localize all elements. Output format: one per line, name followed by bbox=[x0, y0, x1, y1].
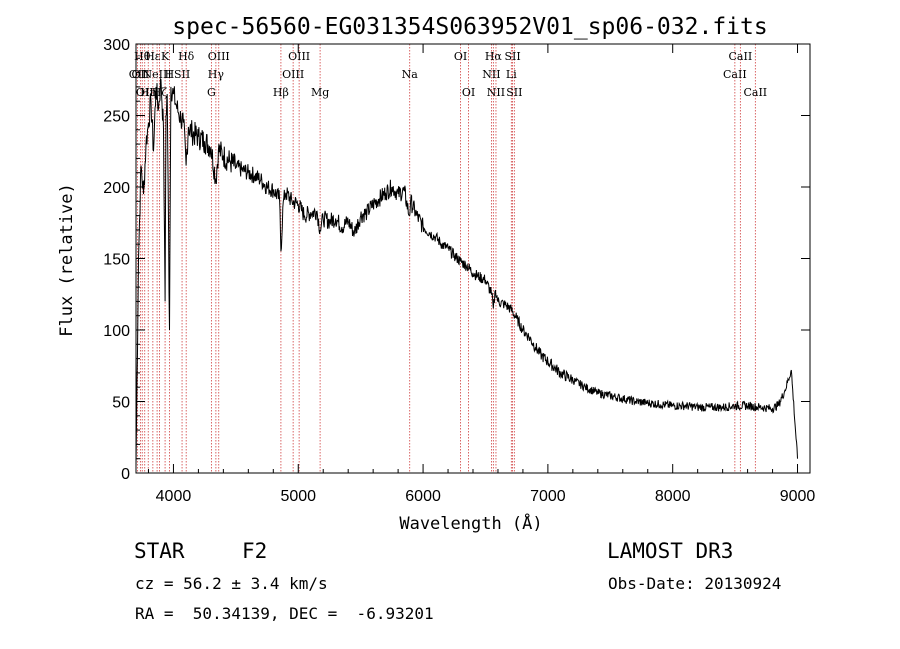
chart-title: spec-56560-EG031354S063952V01_sp06-032.f… bbox=[172, 14, 767, 40]
line-label-18: Mg bbox=[311, 86, 329, 99]
line-label-19: Na bbox=[402, 68, 419, 81]
plot-frame bbox=[135, 43, 811, 474]
y-tick-label-4: 200 bbox=[103, 180, 130, 197]
line-label-8: K bbox=[161, 50, 170, 63]
line-label-5: Hε bbox=[145, 50, 161, 63]
line-label-9: H bbox=[165, 68, 175, 81]
obs-date: Obs-Date: 20130924 bbox=[608, 574, 782, 593]
line-label-15: Hβ bbox=[273, 86, 289, 99]
line-label-22: NII bbox=[482, 68, 500, 81]
x-axis-ticks: 4000 5000 6000 7000 8000 9000 bbox=[147, 44, 816, 505]
x-tick-label-5: 9000 bbox=[780, 488, 816, 505]
coordinates-readout: RA = 50.34139, DEC = -6.93201 bbox=[135, 604, 434, 623]
line-label-14: OIII bbox=[208, 50, 230, 63]
x-tick-label-3: 7000 bbox=[530, 488, 566, 505]
spectral-line-markers bbox=[137, 44, 756, 473]
y-tick-label-3: 150 bbox=[103, 252, 130, 269]
x-tick-label-1: 5000 bbox=[280, 488, 316, 505]
y-tick-label-1: 50 bbox=[112, 395, 130, 412]
y-tick-label-6: 300 bbox=[103, 37, 130, 54]
line-label-26: SII bbox=[504, 50, 520, 63]
line-label-23: Hα bbox=[485, 50, 503, 63]
y-tick-label-5: 250 bbox=[103, 109, 130, 126]
line-label-25: Li bbox=[506, 68, 517, 81]
line-label-27: SII bbox=[506, 86, 522, 99]
subclass-label: F2 bbox=[242, 539, 268, 563]
line-label-20: OI bbox=[454, 50, 467, 63]
line-label-28: CaII bbox=[723, 68, 747, 81]
class-label: STAR bbox=[134, 539, 185, 563]
x-tick-label-4: 8000 bbox=[655, 488, 691, 505]
line-label-10: SII bbox=[174, 68, 190, 81]
y-tick-label-2: 100 bbox=[103, 323, 130, 340]
spectrum-line bbox=[135, 78, 798, 466]
line-label-29: CaII bbox=[729, 50, 753, 63]
line-label-2: Hθ bbox=[134, 50, 151, 63]
line-label-0: OII bbox=[129, 68, 147, 81]
y-tick-label-0: 0 bbox=[121, 466, 130, 483]
line-label-12: G bbox=[207, 86, 216, 99]
y-axis-label: Flux (relative) bbox=[57, 183, 77, 337]
line-label-11: Hδ bbox=[178, 50, 195, 63]
x-tick-label-0: 4000 bbox=[156, 488, 192, 505]
line-label-13: Hγ bbox=[208, 68, 225, 81]
line-label-16: OIII bbox=[282, 68, 304, 81]
line-label-6: NeIII bbox=[143, 68, 172, 81]
line-label-17: OIII bbox=[288, 50, 310, 63]
x-tick-label-2: 6000 bbox=[405, 488, 441, 505]
line-label-4: Hη bbox=[140, 86, 156, 99]
line-label-24: NII bbox=[487, 86, 505, 99]
survey-label: LAMOST DR3 bbox=[607, 539, 734, 563]
y-axis-ticks: 0 50 100 150 200 250 300 bbox=[103, 37, 810, 483]
redshift-readout: cz = 56.2 ± 3.4 km/s bbox=[135, 574, 328, 593]
x-axis-label: Wavelength (Å) bbox=[399, 512, 542, 534]
line-label-3: OII bbox=[136, 86, 154, 99]
line-label-30: CaII bbox=[743, 86, 767, 99]
line-label-21: OI bbox=[462, 86, 475, 99]
